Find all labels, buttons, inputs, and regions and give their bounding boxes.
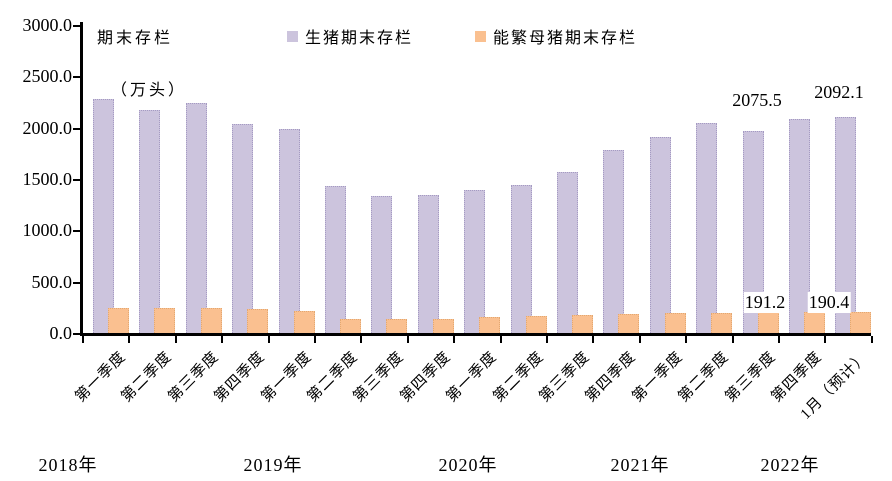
bar-sow <box>479 316 501 333</box>
axis-title: 期末存栏 （万头） <box>97 26 187 104</box>
bar-pig <box>510 184 532 333</box>
legend: 生猪期末存栏 能繁母猪期末存栏 <box>287 24 637 48</box>
y-axis-line <box>80 22 83 336</box>
bar-pig <box>371 196 393 333</box>
x-axis-tick <box>453 336 456 343</box>
bar-pig <box>557 171 578 333</box>
bar-pig <box>417 194 439 333</box>
x-axis-line <box>80 333 871 336</box>
y-axis-tick <box>73 333 81 335</box>
x-axis-tick <box>499 336 502 343</box>
y-axis-tick-label: 1000.0 <box>22 220 73 241</box>
y-axis-tick <box>73 179 81 181</box>
x-axis-category-label: 第二季度 <box>490 348 547 406</box>
bar-pig <box>139 110 161 333</box>
sow-series-swatch-icon <box>475 30 487 42</box>
x-axis-tick <box>174 336 177 343</box>
data-label-pig-2021q4: 2075.5 <box>731 90 783 111</box>
y-axis-tick-label: 0.0 <box>49 323 73 343</box>
legend-item-sow: 能繁母猪期末存栏 <box>475 24 637 48</box>
y-axis-tick <box>73 76 81 79</box>
bar-sow <box>108 308 129 333</box>
x-axis-category-label: 第二季度 <box>118 348 176 406</box>
y-axis-tick-label: 2000.0 <box>22 117 73 138</box>
x-axis-tick <box>685 336 688 343</box>
x-axis-tick <box>592 336 595 343</box>
legend-item-pig: 生猪期末存栏 <box>287 24 413 48</box>
legend-label-pig: 生猪期末存栏 <box>305 30 414 47</box>
x-axis-tick <box>314 336 316 343</box>
bar-pig <box>93 99 114 333</box>
bar-sow <box>247 309 269 333</box>
bar-pig <box>278 128 300 333</box>
x-axis-category-label: 第三季度 <box>722 348 779 406</box>
bar-sow <box>154 308 176 333</box>
y-axis-tick-label: 2500.0 <box>22 66 73 87</box>
bar-sow <box>432 319 454 333</box>
bar-pig <box>649 136 671 333</box>
bar-sow <box>664 313 686 333</box>
x-axis-category-label: 第四季度 <box>582 348 640 406</box>
bar-pig <box>464 189 486 333</box>
bar-sow <box>386 319 408 333</box>
year-label-2018: 2018年 <box>38 455 98 475</box>
x-axis-tick <box>360 336 363 343</box>
bar-pig <box>603 150 625 333</box>
year-label-2019: 2019年 <box>243 455 303 475</box>
bar-sow <box>525 316 547 333</box>
pig-series-swatch-icon <box>287 30 298 42</box>
y-axis-tick-label: 1500.0 <box>22 169 73 189</box>
bar-pig <box>789 118 810 333</box>
bar-sow <box>293 310 315 333</box>
x-axis-tick <box>824 336 827 343</box>
axis-title-line1: 期末存栏 <box>97 30 174 47</box>
year-label-2020: 2020年 <box>438 455 498 475</box>
y-axis-tick-label: 500.0 <box>31 271 73 292</box>
data-label-sow-2022jan: 190.4 <box>807 292 851 313</box>
x-axis-tick <box>406 336 409 343</box>
x-axis-tick <box>546 336 548 343</box>
data-label-sow-2021q4: 191.2 <box>743 292 787 313</box>
y-axis-tick <box>73 230 81 233</box>
x-axis-tick <box>638 336 641 343</box>
bar-sow <box>850 312 872 333</box>
year-label-2021: 2021年 <box>610 455 670 475</box>
bar-pig <box>696 123 718 333</box>
x-axis-category-label: 第三季度 <box>350 348 408 406</box>
x-axis-tick <box>82 336 84 343</box>
y-axis-tick <box>73 25 81 27</box>
bar-pig <box>325 186 346 333</box>
x-axis-tick <box>267 336 270 343</box>
year-label-2022: 2022年 <box>760 455 820 475</box>
bar-sow <box>711 312 733 333</box>
bar-sow <box>757 312 779 333</box>
data-label-pig-2022jan: 2092.1 <box>813 82 865 103</box>
y-axis-tick <box>73 281 81 284</box>
legend-label-sow: 能繁母猪期末存栏 <box>493 30 638 47</box>
bar-pig <box>835 117 857 333</box>
x-axis-tick <box>731 336 734 343</box>
bar-sow <box>340 318 361 333</box>
axis-title-line2: （万头） <box>111 82 188 99</box>
x-axis-tick <box>870 336 873 343</box>
x-axis-category-label: 第一季度 <box>258 348 315 406</box>
bar-pig <box>185 103 207 333</box>
bar-pig <box>742 130 764 333</box>
x-axis-tick <box>221 336 224 343</box>
y-axis-tick <box>73 127 81 130</box>
x-axis-tick <box>778 336 780 343</box>
bar-pig <box>232 123 254 333</box>
bar-sow <box>200 307 222 333</box>
bar-sow <box>618 313 640 333</box>
bar-sow <box>572 315 593 333</box>
y-axis-tick-label: 3000.0 <box>22 15 73 35</box>
x-axis-tick <box>128 336 131 343</box>
bar-sow <box>804 312 825 333</box>
